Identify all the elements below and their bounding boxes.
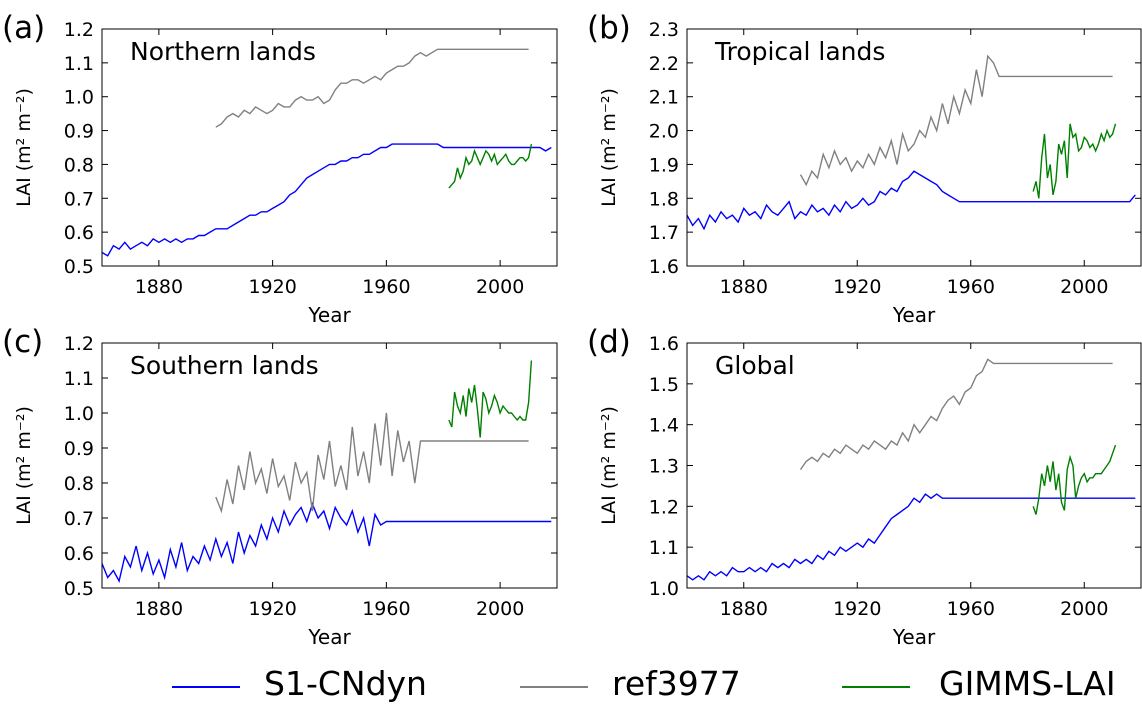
panel-c: 1880 1920 1960 2000 0.5 0.6 0.7 0.8 0.9 1.0 1.1 1.2… [2, 324, 558, 649]
x-axis-label: Year [307, 303, 351, 327]
panel-label: (d) [587, 324, 631, 360]
x-tick-label: 1880 [720, 276, 768, 298]
series-line-ref3977 [215, 48, 529, 128]
series-line-s1-cndyn [687, 493, 1136, 581]
x-tick-label: 1920 [833, 276, 881, 298]
series-line-gimms-lai [1032, 444, 1117, 515]
y-tick-label: 0.8 [64, 473, 94, 495]
y-tick-label: 0.8 [64, 154, 94, 176]
y-tick-label: 1.2 [64, 333, 94, 355]
plot-frame [101, 28, 558, 267]
panel-label: (b) [587, 10, 631, 46]
panel-d: 1880 1920 1960 2000 1.0 1.1 1.2 1.3 1.4 1.5 1.6 Yea… [587, 324, 1142, 649]
panel-label: (c) [2, 324, 43, 360]
y-tick-label: 1.3 [649, 456, 679, 478]
y-tick-label: 1.6 [649, 333, 679, 355]
x-tick-label: 1960 [947, 276, 995, 298]
y-tick-label: 1.1 [64, 53, 94, 75]
y-tick-label: 1.5 [649, 374, 679, 396]
y-tick-label: 1.2 [64, 19, 94, 41]
y-axis-label: LAI (m² m⁻²) [13, 88, 35, 207]
series-line-gimms-lai [1032, 123, 1117, 199]
series-line-gimms-lai [448, 360, 533, 438]
x-tick-label: 2000 [1060, 598, 1108, 620]
panel-b: 1880 1920 1960 2000 1.6 1.7 1.8 1.9 2.0 2.1 2.2 2.3… [587, 10, 1142, 327]
y-tick-label: 0.9 [64, 438, 94, 460]
legend-swatch-s1-cndyn [172, 686, 240, 688]
series-line-ref3977 [215, 412, 529, 514]
y-tick-label: 1.8 [649, 188, 679, 210]
y-tick-label: 1.6 [649, 256, 679, 278]
y-tick-label: 1.2 [649, 496, 679, 518]
y-tick-label: 0.9 [64, 121, 94, 143]
x-tick-label: 1880 [135, 598, 183, 620]
y-tick-label: 0.7 [64, 188, 94, 210]
panel-label: (a) [2, 10, 45, 46]
panel-title: Northern lands [130, 37, 316, 66]
y-tick-label: 2.2 [649, 53, 679, 75]
x-tick-label: 1960 [362, 276, 410, 298]
x-tick-label: 1920 [833, 598, 881, 620]
y-tick-label: 1.0 [649, 578, 679, 600]
legend-swatch-ref3977 [520, 686, 588, 688]
y-tick-label: 1.7 [649, 222, 679, 244]
y-tick-label: 2.0 [649, 121, 679, 143]
legend-label-ref3977: ref3977 [612, 664, 741, 703]
y-tick-label: 1.4 [649, 415, 679, 437]
series-line-ref3977 [799, 54, 1113, 187]
x-tick-label: 1960 [947, 598, 995, 620]
y-tick-label: 0.7 [64, 508, 94, 530]
series-line-gimms-lai [448, 143, 533, 189]
panel-a: 1880 1920 1960 2000 0.5 0.6 0.7 0.8 0.9 1.0 1.1 1.2… [2, 10, 558, 327]
y-tick-label: 0.6 [64, 222, 94, 244]
x-tick-label: 1880 [720, 598, 768, 620]
y-tick-label: 1.1 [649, 537, 679, 559]
y-tick-label: 1.1 [64, 368, 94, 390]
panel-title: Southern lands [130, 351, 319, 380]
y-tick-label: 0.5 [64, 578, 94, 600]
y-tick-label: 2.1 [649, 87, 679, 109]
figure: 1880 1920 1960 2000 0.5 0.6 0.7 0.8 0.9 1.0 1.1 1.2… [2, 10, 1142, 649]
legend-label-gimms-lai: GIMMS-LAI [939, 664, 1116, 703]
x-axis-label: Year [307, 625, 351, 649]
y-tick-label: 1.9 [649, 154, 679, 176]
x-tick-label: 2000 [476, 276, 524, 298]
y-axis-label: LAI (m² m⁻²) [598, 406, 620, 525]
x-tick-label: 2000 [1060, 276, 1108, 298]
series-line-ref3977 [799, 358, 1113, 470]
panel-title: Global [715, 351, 795, 380]
y-axis-label: LAI (m² m⁻²) [13, 406, 35, 525]
x-axis-label: Year [892, 625, 936, 649]
x-tick-label: 1960 [362, 598, 410, 620]
y-axis-label: LAI (m² m⁻²) [598, 88, 620, 207]
series-line-s1-cndyn [687, 170, 1136, 231]
x-tick-label: 1920 [248, 598, 296, 620]
plot-frame [686, 28, 1142, 267]
legend: S1-CNdyn ref3977 GIMMS-LAI [0, 656, 1142, 715]
x-tick-label: 2000 [476, 598, 524, 620]
y-tick-label: 2.3 [649, 19, 679, 41]
panel-title: Tropical lands [714, 37, 885, 66]
x-tick-label: 1880 [135, 276, 183, 298]
x-tick-label: 1920 [248, 276, 296, 298]
legend-swatch-gimms-lai [842, 686, 910, 688]
y-tick-label: 1.0 [64, 403, 94, 425]
legend-label-s1-cndyn: S1-CNdyn [264, 664, 427, 703]
series-line-s1-cndyn [102, 143, 552, 257]
plot-frame [101, 342, 558, 589]
y-tick-label: 0.5 [64, 256, 94, 278]
series-line-s1-cndyn [102, 501, 552, 583]
x-axis-label: Year [892, 303, 936, 327]
y-tick-label: 0.6 [64, 543, 94, 565]
y-tick-label: 1.0 [64, 87, 94, 109]
